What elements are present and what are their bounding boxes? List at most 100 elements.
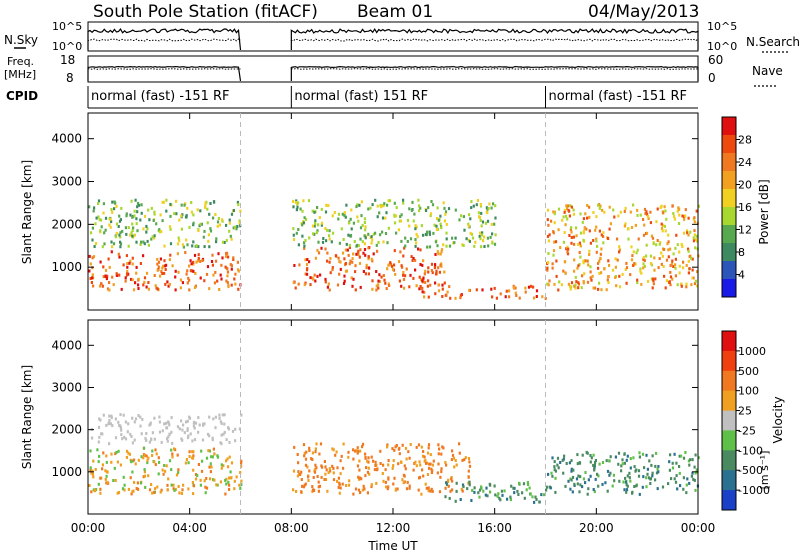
scatter-cell: [462, 485, 465, 489]
scatter-cell: [317, 240, 320, 244]
scatter-cell: [649, 210, 652, 214]
scatter-cell: [548, 233, 551, 237]
scatter-cell: [693, 233, 696, 237]
scatter-cell: [406, 480, 409, 484]
scatter-cell: [424, 269, 427, 273]
scatter-cell: [173, 212, 176, 216]
scatter-cell: [89, 231, 93, 235]
scatter-cell: [163, 259, 166, 263]
scatter-cell: [438, 270, 441, 274]
scatter-cell: [451, 453, 455, 457]
scatter-cell: [143, 280, 146, 284]
scatter-cell: [238, 427, 241, 431]
scatter-cell: [337, 217, 340, 221]
scatter-cell: [175, 212, 178, 216]
scatter-cell: [214, 426, 217, 430]
scatter-cell: [471, 488, 474, 492]
scatter-cell: [165, 464, 168, 468]
scatter-cell: [690, 256, 693, 260]
scatter-cell: [418, 209, 421, 213]
scatter-cell: [101, 463, 104, 467]
scatter-cell: [115, 274, 118, 277]
scatter-cell: [694, 246, 697, 250]
scatter-cell: [553, 468, 556, 472]
scatter-cell: [163, 422, 166, 426]
y-tick-label: 2000: [51, 423, 82, 437]
scatter-cell: [668, 468, 671, 472]
scatter-cell: [154, 463, 157, 467]
scatter-cell: [159, 213, 162, 217]
scatter-cell: [418, 476, 421, 480]
scatter-cell: [414, 238, 417, 241]
scatter-cell: [355, 449, 358, 453]
scatter-cell: [340, 227, 343, 231]
scatter-cell: [651, 236, 655, 240]
scatter-cell: [566, 217, 569, 221]
scatter-cell: [383, 202, 386, 206]
scatter-cell: [337, 256, 340, 260]
scatter-cell: [234, 439, 237, 443]
x-tick-label: 00:00: [71, 521, 106, 535]
scatter-cell: [349, 234, 353, 237]
scatter-cell: [135, 240, 138, 244]
scatter-cell: [615, 284, 618, 288]
scatter-cell: [230, 267, 233, 271]
scatter-cell: [609, 471, 612, 475]
scatter-cell: [142, 475, 145, 479]
scatter-cell: [426, 284, 429, 288]
scatter-cell: [591, 274, 594, 278]
scatter-cell: [533, 500, 536, 504]
scatter-cell: [496, 494, 499, 498]
scatter-cell: [684, 208, 687, 212]
scatter-cell: [228, 455, 231, 459]
scatter-cell: [140, 240, 143, 244]
scatter-cell: [421, 290, 424, 294]
scatter-cell: [159, 274, 162, 278]
scatter-cell: [688, 255, 691, 259]
scatter-cell: [235, 475, 238, 479]
scatter-cell: [312, 476, 315, 479]
scatter-cell: [194, 421, 198, 425]
scatter-cell: [181, 488, 184, 492]
scatter-cell: [313, 210, 316, 214]
scatter-cell: [477, 211, 480, 215]
freq-trace: [87, 65, 699, 82]
scatter-cell: [693, 282, 697, 286]
scatter-cell: [342, 238, 345, 241]
scatter-cell: [559, 246, 562, 249]
scatter-cell: [391, 466, 394, 470]
scatter-cell: [690, 474, 693, 478]
scatter-cell: [109, 422, 112, 426]
scatter-cell: [573, 269, 576, 273]
scatter-cell: [613, 479, 616, 483]
scatter-cell: [445, 481, 448, 485]
scatter-cell: [225, 238, 228, 242]
scatter-cell: [192, 421, 195, 425]
scatter-cell: [647, 476, 651, 480]
scatter-cell: [696, 239, 699, 243]
scatter-cell: [421, 454, 425, 458]
scatter-cell: [473, 486, 476, 490]
scatter-cell: [146, 239, 149, 243]
scatter-cell: [165, 426, 169, 430]
scatter-cell: [146, 227, 149, 231]
scatter-cell: [219, 441, 222, 445]
scatter-cell: [170, 430, 173, 434]
scatter-cell: [675, 474, 678, 478]
scatter-cell: [91, 469, 94, 473]
scatter-cell: [169, 227, 172, 231]
scatter-cell: [320, 207, 323, 211]
scatter-cell: [99, 491, 102, 495]
power-ylabel: Slant Range [km]: [20, 160, 34, 264]
scatter-cell: [669, 275, 673, 279]
scatter-cell: [382, 204, 385, 207]
scatter-cell: [629, 479, 632, 483]
freq-label-1: Freq.: [7, 55, 34, 68]
scatter-cell: [194, 272, 197, 275]
scatter-cell: [339, 486, 342, 490]
scatter-cell: [570, 459, 573, 463]
cpid-segment-label: normal (fast) 151 RF: [294, 89, 428, 104]
scatter-cell: [400, 264, 403, 268]
scatter-cell: [585, 227, 588, 231]
scatter-cell: [311, 224, 315, 228]
